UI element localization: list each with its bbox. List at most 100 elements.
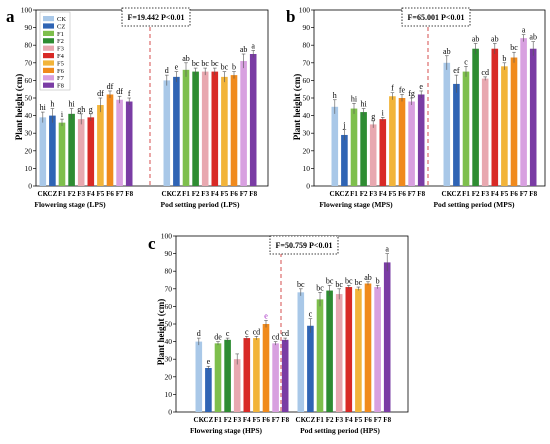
- bar: [374, 287, 381, 412]
- y-axis-label-c: Plant height (cm): [156, 299, 166, 366]
- significance-letter: ab: [529, 33, 537, 42]
- bar: [125, 101, 133, 186]
- significance-letter: fe: [399, 85, 406, 94]
- x-category-label: F2: [224, 416, 232, 424]
- bar: [417, 94, 425, 186]
- significance-letter: b: [502, 54, 506, 63]
- x-category-label: F5: [355, 416, 363, 424]
- x-category-label: F1: [58, 190, 66, 198]
- significance-letter: h: [333, 91, 337, 100]
- y-tick-label: 70: [165, 284, 173, 293]
- significance-letter: b: [232, 63, 236, 72]
- bar: [106, 94, 114, 186]
- legend-label: F3: [57, 46, 64, 53]
- x-category-label: CK: [296, 416, 307, 424]
- legend-label: F4: [57, 53, 65, 60]
- x-category-label: F7: [374, 416, 382, 424]
- bar: [389, 96, 396, 186]
- bar: [272, 343, 279, 412]
- group-label-b-pod: Pod setting period (MPS): [433, 200, 515, 209]
- group-label-c-pod: Pod setting period (HPS): [300, 426, 380, 435]
- x-category-label: F3: [77, 190, 85, 198]
- significance-letter: hi: [68, 100, 75, 109]
- legend-swatch: [43, 45, 54, 51]
- x-category-label: CZ: [48, 190, 58, 198]
- bar: [97, 105, 104, 186]
- x-category-label: F1: [462, 190, 470, 198]
- significance-letter: g: [89, 105, 93, 114]
- panel-letter-c: c: [148, 234, 156, 253]
- y-tick-label: 100: [299, 6, 311, 15]
- y-tick-label: 50: [25, 94, 33, 103]
- bar: [205, 368, 212, 412]
- x-category-label: F8: [383, 416, 391, 424]
- group-label-c-flowering: Flowering stage (HPS): [190, 426, 263, 435]
- bar: [39, 117, 47, 186]
- significance-letter: ab: [443, 47, 451, 56]
- x-category-label: CK: [330, 190, 341, 198]
- x-category-label: F7: [240, 190, 248, 198]
- legend-swatch: [43, 38, 54, 44]
- axes-a: 0 10 20 30 40 50 60 70 80 90 100 F=19.442 P<0.01 hi C…: [21, 6, 269, 198]
- bar: [369, 124, 377, 186]
- chart-panel-c: c Plant height (cm) 0 10 20 30 40 50 60 70 80 90 1…: [148, 232, 409, 435]
- significance-letter: bc: [510, 43, 518, 52]
- bar: [163, 80, 171, 186]
- x-category-label: F5: [501, 190, 509, 198]
- significance-letter: a: [251, 41, 255, 50]
- significance-letter: i: [382, 108, 385, 117]
- significance-letter: hi: [360, 100, 367, 109]
- x-category-label: F3: [201, 190, 209, 198]
- significance-letter: e: [419, 82, 423, 91]
- significance-letter: cd: [272, 333, 280, 342]
- group-label-b-flowering: Flowering stage (MPS): [319, 200, 393, 209]
- panel-letter-b: b: [286, 7, 295, 26]
- legend-swatch: [43, 67, 54, 73]
- bar: [116, 99, 123, 186]
- y-tick-label: 100: [21, 6, 33, 15]
- bar: [529, 48, 537, 186]
- significance-letter: ab: [491, 34, 499, 43]
- bar: [335, 294, 343, 412]
- significance-letter: ab: [472, 34, 480, 43]
- x-category-label: F5: [389, 190, 397, 198]
- x-category-label: F4: [211, 190, 219, 198]
- x-category-label: F4: [243, 416, 251, 424]
- bar: [77, 119, 85, 186]
- bar: [253, 338, 260, 412]
- bar: [472, 48, 479, 186]
- y-tick-label: 0: [306, 182, 310, 191]
- bar: [192, 71, 199, 186]
- bar: [453, 83, 460, 186]
- bar: [383, 262, 391, 412]
- legend-swatch: [43, 30, 54, 36]
- x-category-label: F5: [253, 416, 261, 424]
- chart-panel-b: b Plant height (cm) 0 10 20 30 40 50 60 70 80 90 1…: [286, 6, 546, 209]
- x-category-label: CK: [194, 416, 205, 424]
- bar: [49, 115, 56, 186]
- significance-letter: j: [342, 121, 345, 130]
- y-tick-label: 30: [303, 129, 311, 138]
- significance-letter: bc: [192, 59, 200, 68]
- x-category-label: F7: [408, 190, 416, 198]
- bar: [233, 359, 241, 412]
- y-tick-label: 80: [303, 41, 311, 50]
- bar: [297, 292, 305, 412]
- f-stat-text: F=65.001 P<0.01: [408, 13, 465, 22]
- bar: [214, 343, 222, 412]
- x-category-label: F8: [417, 190, 425, 198]
- x-category-label: F2: [472, 190, 480, 198]
- bar: [443, 62, 451, 186]
- bar: [341, 134, 348, 186]
- f-stat-text: F=50.759 P<0.01: [276, 241, 333, 250]
- f-stat-box: [401, 7, 471, 27]
- x-category-label: F7: [520, 190, 528, 198]
- significance-letter: f: [391, 84, 394, 93]
- y-tick-label: 60: [25, 76, 33, 85]
- x-category-label: CZ: [452, 190, 462, 198]
- y-tick-label: 90: [25, 23, 33, 32]
- significance-letter: bc: [201, 59, 209, 68]
- panel-letter-a: a: [6, 7, 15, 26]
- legend-label: CZ: [57, 23, 65, 30]
